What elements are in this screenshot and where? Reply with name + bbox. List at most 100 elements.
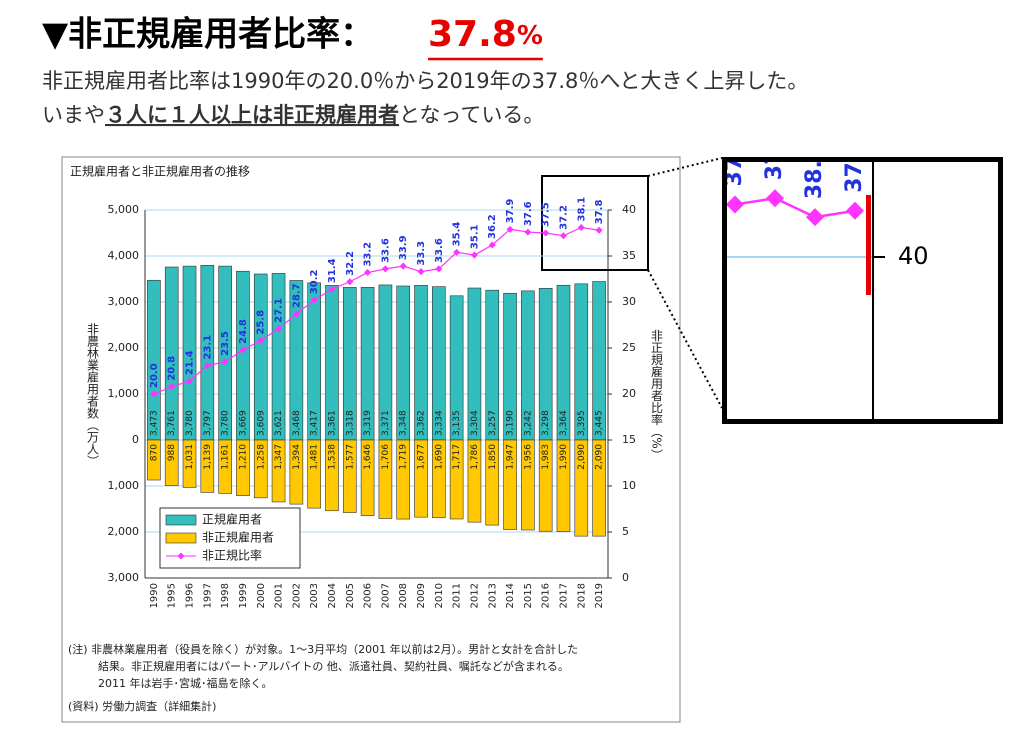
legend-label: 非正規雇用者	[202, 530, 274, 545]
x-tick-label: 2006	[363, 583, 374, 608]
source: (資料) 労働力調査（詳細集計)	[68, 699, 216, 713]
bar	[467, 439, 482, 523]
ratio-marker	[292, 310, 300, 318]
y-tick-label: 2,000	[108, 525, 140, 538]
y-tick-label: 1,000	[108, 387, 140, 400]
ratio-value-label: 21.4	[185, 350, 196, 375]
x-tick-label: 2012	[469, 583, 480, 608]
y-tick-label: 5,000	[108, 203, 140, 216]
bar-value-label: 1,983	[541, 444, 551, 470]
ratio-value-label: 20.8	[167, 356, 178, 381]
bar-value-label: 1,258	[256, 444, 266, 470]
legend-swatch	[177, 552, 185, 560]
bar-value-label: 3,797	[203, 410, 213, 436]
ratio-value-label: 28.7	[291, 283, 302, 308]
ratio-marker	[524, 228, 532, 236]
bar-value-label: 1,577	[345, 444, 355, 470]
bar	[521, 439, 535, 531]
ratio-value-label: 23.5	[220, 331, 231, 356]
inset-tick-label: 40	[898, 242, 929, 270]
bar	[556, 439, 571, 532]
bar	[307, 439, 321, 509]
inset-value-label: 38.1	[802, 145, 827, 199]
y-tick-label: 2,000	[108, 341, 140, 354]
x-tick-label: 2015	[523, 583, 534, 608]
bar-value-label: 3,318	[345, 410, 355, 436]
ratio-value-label: 35.1	[469, 224, 480, 249]
ratio-value-label: 33.9	[398, 235, 409, 260]
ratio-value-label: 37.2	[558, 205, 569, 230]
ratio-marker	[186, 377, 194, 385]
ratio-marker	[559, 232, 567, 240]
bar-value-label: 3,304	[470, 410, 480, 436]
ratio-value-label: 24.8	[238, 319, 249, 344]
bar-value-label: 3,417	[310, 410, 320, 436]
ratio-marker	[506, 225, 514, 233]
y-tick-label: 3,000	[108, 295, 140, 308]
x-tick-label: 2014	[505, 583, 516, 608]
inset-line	[734, 196, 856, 219]
ratio-marker	[257, 337, 265, 345]
bar-value-label: 3,190	[506, 410, 516, 436]
bar-value-label: 1,990	[559, 444, 569, 470]
inset-marker	[806, 208, 824, 227]
bar	[164, 439, 179, 486]
zoom-inset	[722, 157, 1003, 424]
y2-tick-label: 40	[622, 203, 636, 216]
bar-value-label: 3,362	[417, 410, 427, 436]
ratio-value-label: 33.6	[434, 238, 445, 263]
note: 結果。非正規雇用者にはパート･アルバイトの 他、派遣社員、契約社員、嘱託などが含…	[98, 659, 569, 673]
inset-value-label: 37.2	[762, 126, 787, 180]
y-tick-label: 4,000	[108, 249, 140, 262]
ratio-marker	[310, 296, 318, 304]
x-tick-label: 2005	[345, 583, 356, 608]
ratio-value-label: 33.2	[363, 242, 374, 267]
y2-tick-label: 10	[622, 479, 636, 492]
bar-value-label: 870	[149, 444, 159, 461]
subtitle-line1: 非正規雇用者比率は1990年の20.0％から2019年の37.8％へと大きく上昇…	[42, 69, 808, 93]
x-tick-label: 1997	[202, 583, 213, 608]
bar-value-label: 3,298	[541, 410, 551, 436]
zoom-inset-content: 35 40 37.5 37.2 38.1 37.8	[727, 126, 929, 419]
y-axis-title: 非農林業雇用者数（万人）	[86, 323, 100, 467]
bar-value-label: 3,135	[452, 410, 462, 436]
ratio-marker	[168, 383, 176, 391]
x-tick-label: 2019	[594, 583, 605, 608]
headline-value: 37.8%	[428, 14, 543, 55]
bar-value-label: 1,161	[221, 444, 231, 470]
ratio-marker	[577, 223, 585, 231]
ratio-value-label: 33.6	[380, 238, 391, 263]
y2-tick-label: 25	[622, 341, 636, 354]
bar-value-label: 3,669	[238, 410, 248, 436]
ratio-value-label: 27.1	[274, 298, 285, 323]
bar-value-label: 2,090	[577, 444, 587, 470]
ratio-marker	[542, 229, 550, 237]
x-tick-label: 1995	[167, 583, 178, 608]
bar-value-label: 3,319	[363, 410, 373, 436]
bar-value-label: 3,348	[399, 410, 409, 436]
headline-prefix: ▼非正規雇用者比率：	[42, 15, 374, 55]
bar	[414, 439, 428, 518]
subtitle-emphasis: ３人に１人以上は非正規雇用者	[105, 103, 399, 127]
bar-value-label: 3,334	[434, 410, 444, 436]
x-tick-label: 2017	[558, 583, 569, 608]
ratio-marker	[488, 241, 496, 249]
bar-value-label: 1,677	[417, 444, 427, 470]
ratio-value-label: 37.5	[541, 202, 552, 227]
x-tick-label: 2003	[309, 583, 320, 608]
bar-value-label: 1,850	[488, 444, 498, 470]
bar-value-label: 3,468	[292, 410, 302, 436]
inset-tick-label: 35	[898, 137, 929, 165]
subtitle-part: いまや	[42, 103, 105, 127]
legend-swatch	[165, 532, 197, 544]
headline-number: 37.8	[428, 14, 517, 55]
inset-marker	[846, 201, 864, 220]
x-tick-label: 1999	[238, 583, 249, 608]
ratio-value-label: 37.9	[505, 199, 516, 224]
x-tick-label: 2001	[274, 583, 285, 608]
ratio-value-label: 31.4	[327, 258, 338, 283]
ratio-value-label: 32.2	[345, 251, 356, 276]
y2-tick-label: 5	[622, 525, 629, 538]
bar-value-label: 1,956	[523, 444, 533, 470]
bar	[538, 439, 553, 532]
